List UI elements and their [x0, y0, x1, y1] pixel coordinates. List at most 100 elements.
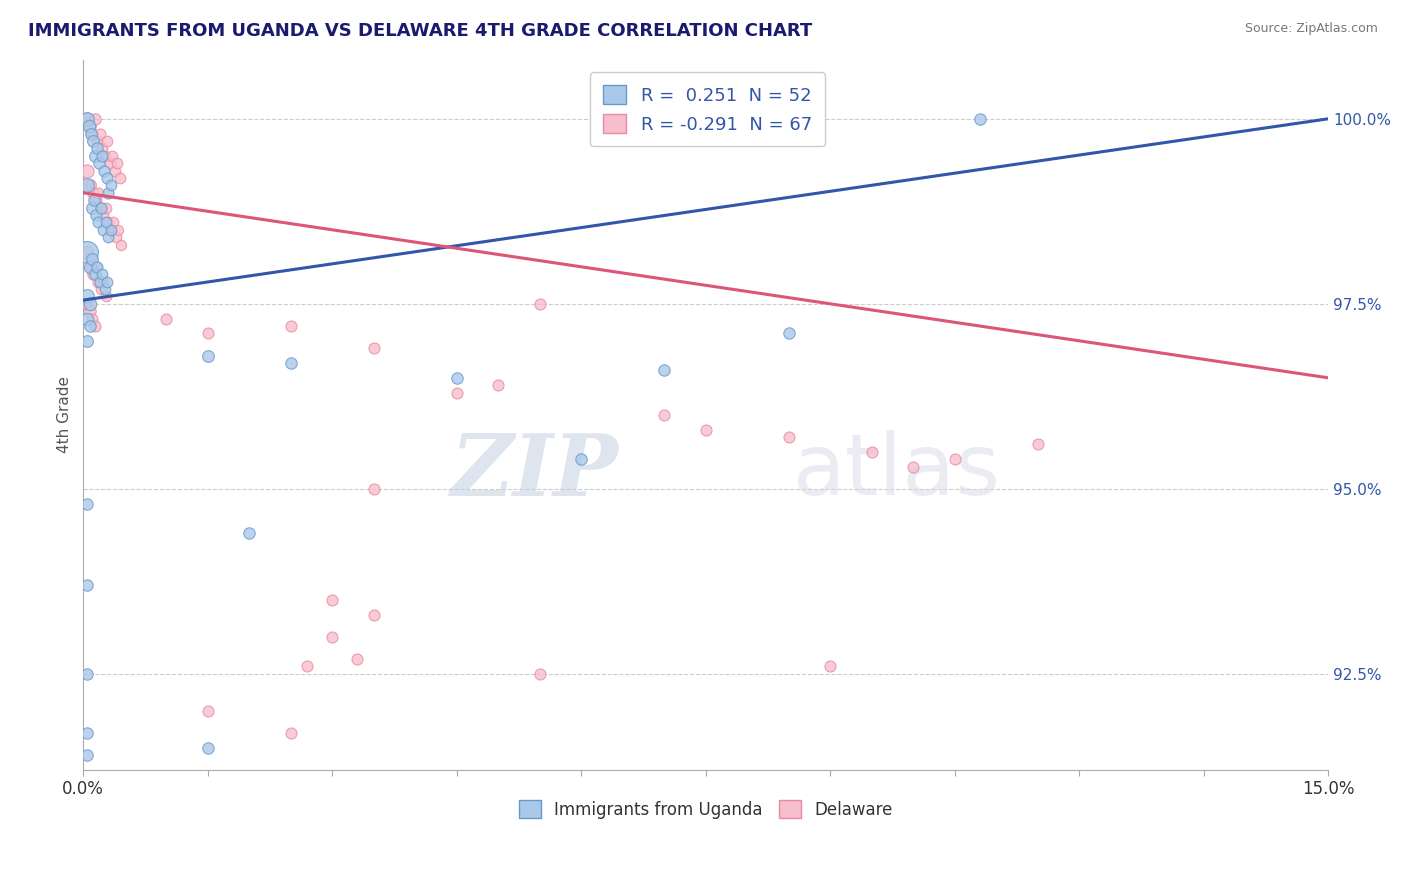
Text: ZIP: ZIP — [451, 430, 619, 514]
Point — [76, 297, 98, 311]
Point — [238, 526, 260, 541]
Point — [91, 275, 114, 289]
Point — [97, 230, 120, 244]
Point — [101, 215, 124, 229]
Point — [901, 459, 924, 474]
Point — [82, 186, 104, 200]
Point — [91, 267, 114, 281]
Point — [446, 385, 468, 400]
Point — [363, 482, 385, 496]
Point — [84, 260, 107, 274]
Point — [652, 363, 675, 377]
Point — [87, 156, 110, 170]
Point — [297, 659, 319, 673]
Point — [84, 318, 107, 333]
Point — [363, 341, 385, 355]
Point — [79, 297, 101, 311]
Legend: Immigrants from Uganda, Delaware: Immigrants from Uganda, Delaware — [512, 794, 900, 826]
Point — [969, 112, 991, 126]
Point — [76, 178, 98, 193]
Point — [91, 223, 114, 237]
Point — [87, 215, 110, 229]
Point — [76, 748, 98, 763]
Point — [652, 408, 675, 422]
Point — [77, 119, 100, 133]
Point — [76, 666, 98, 681]
Text: IMMIGRANTS FROM UGANDA VS DELAWARE 4TH GRADE CORRELATION CHART: IMMIGRANTS FROM UGANDA VS DELAWARE 4TH G… — [28, 22, 813, 40]
Point — [79, 318, 101, 333]
Point — [778, 326, 800, 341]
Point — [82, 127, 104, 141]
Point — [82, 252, 104, 267]
Point — [89, 127, 111, 141]
Point — [98, 156, 121, 170]
Point — [76, 578, 98, 592]
Point — [486, 378, 509, 392]
Point — [76, 112, 98, 126]
Point — [83, 193, 105, 207]
Point — [80, 127, 103, 141]
Point — [695, 423, 717, 437]
Point — [91, 141, 114, 155]
Point — [86, 134, 108, 148]
Point — [94, 282, 117, 296]
Point — [860, 445, 883, 459]
Point — [93, 163, 115, 178]
Point — [84, 208, 107, 222]
Point — [86, 141, 108, 155]
Point — [90, 201, 112, 215]
Point — [76, 112, 98, 126]
Point — [87, 275, 110, 289]
Point — [321, 630, 343, 644]
Point — [94, 215, 117, 229]
Point — [346, 652, 368, 666]
Point — [155, 311, 177, 326]
Point — [110, 237, 132, 252]
Point — [104, 230, 127, 244]
Point — [80, 260, 103, 274]
Point — [101, 149, 124, 163]
Point — [943, 452, 966, 467]
Point — [197, 326, 219, 341]
Point — [76, 163, 98, 178]
Point — [529, 666, 551, 681]
Point — [84, 112, 107, 126]
Point — [104, 163, 127, 178]
Point — [79, 260, 101, 274]
Point — [82, 134, 104, 148]
Point — [321, 592, 343, 607]
Point — [82, 311, 104, 326]
Point — [96, 171, 118, 186]
Point — [89, 275, 111, 289]
Point — [80, 201, 103, 215]
Point — [107, 223, 129, 237]
Point — [197, 349, 219, 363]
Point — [87, 186, 110, 200]
Text: atlas: atlas — [793, 430, 1001, 513]
Point — [84, 149, 107, 163]
Point — [96, 134, 118, 148]
Point — [90, 149, 112, 163]
Point — [76, 245, 98, 260]
Point — [76, 497, 98, 511]
Point — [108, 171, 131, 186]
Point — [79, 178, 101, 193]
Point — [97, 186, 120, 200]
Point — [94, 149, 117, 163]
Point — [280, 356, 302, 370]
Point — [76, 311, 98, 326]
Point — [105, 156, 128, 170]
Point — [197, 740, 219, 755]
Point — [94, 201, 117, 215]
Point — [446, 371, 468, 385]
Point — [94, 289, 117, 303]
Point — [280, 318, 302, 333]
Point — [529, 297, 551, 311]
Point — [86, 260, 108, 274]
Point — [96, 275, 118, 289]
Point — [818, 659, 841, 673]
Text: Source: ZipAtlas.com: Source: ZipAtlas.com — [1244, 22, 1378, 36]
Point — [91, 208, 114, 222]
Point — [280, 726, 302, 740]
Point — [100, 223, 122, 237]
